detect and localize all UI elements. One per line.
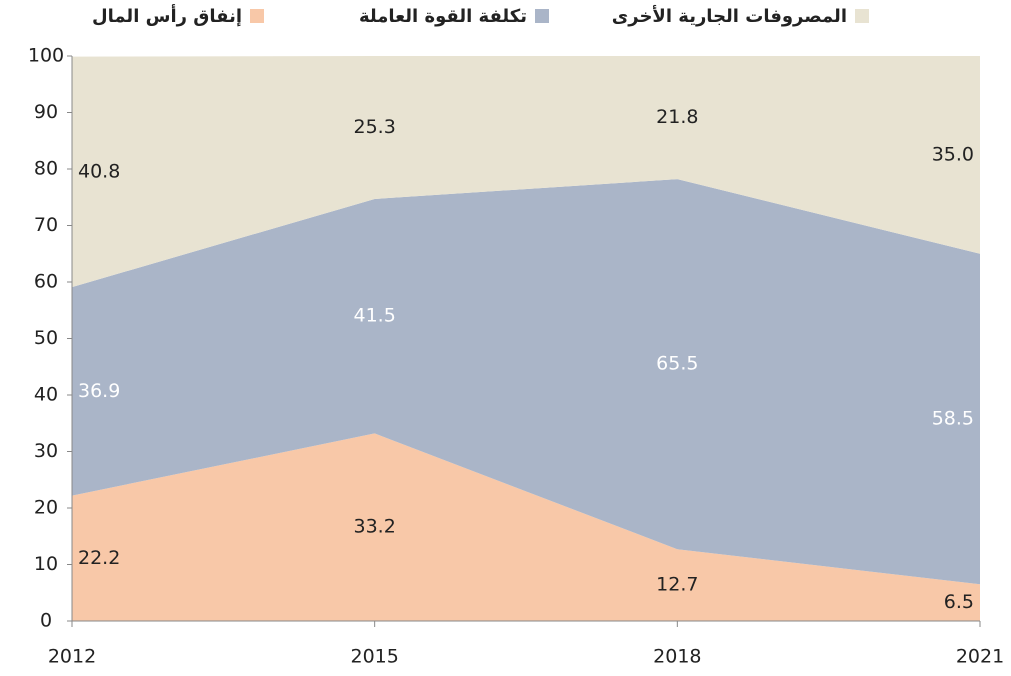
legend-label: إنفاق رأس المال	[92, 4, 242, 27]
legend-swatch	[855, 9, 869, 23]
data-label: 35.0	[932, 143, 974, 165]
area	[72, 433, 980, 621]
y-tick-label: 30	[34, 440, 58, 462]
x-tick-label: 2015	[350, 646, 398, 668]
data-label: 65.5	[656, 353, 698, 375]
data-label: 21.8	[656, 106, 698, 128]
y-tick-label: 40	[34, 384, 58, 406]
y-tick-label: 90	[34, 101, 58, 123]
data-label: 12.7	[656, 574, 698, 596]
legend-swatch	[250, 9, 264, 23]
y-tick-label: 20	[34, 497, 58, 519]
y-tick-label: 0	[40, 610, 52, 632]
area	[72, 179, 980, 585]
data-label: 6.5	[944, 591, 974, 613]
y-tick-label: 80	[34, 158, 58, 180]
y-tick-label: 10	[34, 553, 58, 575]
data-label: 33.2	[354, 516, 396, 538]
data-label: 58.5	[932, 408, 974, 430]
data-label: 22.2	[78, 547, 120, 569]
x-tick-label: 2021	[956, 646, 1004, 668]
data-label: 36.9	[78, 380, 120, 402]
legend-swatch	[535, 9, 549, 23]
area	[72, 56, 980, 288]
x-tick-label: 2012	[48, 646, 96, 668]
y-tick-label: 100	[28, 45, 64, 67]
legend-label: المصروفات الجارية الأخرى	[612, 5, 847, 27]
data-label: 25.3	[354, 116, 396, 138]
legend-label: تكلفة القوة العاملة	[359, 6, 527, 27]
y-tick-label: 60	[34, 271, 58, 293]
data-label: 40.8	[78, 160, 120, 182]
y-tick-label: 50	[34, 327, 58, 349]
y-tick-label: 70	[34, 214, 58, 236]
data-label: 41.5	[354, 305, 396, 327]
x-tick-label: 2018	[653, 646, 701, 668]
